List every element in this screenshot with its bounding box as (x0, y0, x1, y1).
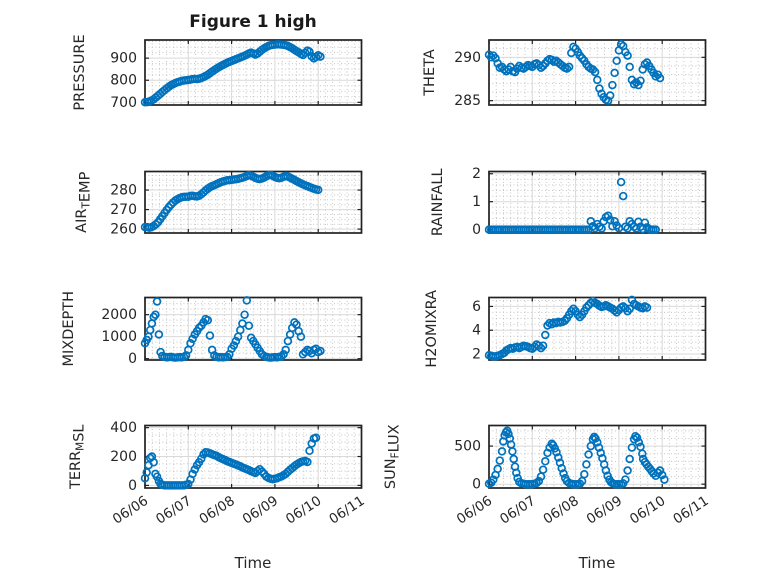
svg-text:290: 290 (454, 50, 481, 66)
svg-text:0: 0 (128, 478, 137, 494)
svg-text:2000: 2000 (101, 307, 137, 323)
major-grid (145, 171, 362, 233)
svg-text:285: 285 (454, 93, 481, 109)
svg-text:06/10: 06/10 (283, 493, 324, 528)
svg-text:0: 0 (128, 351, 137, 367)
y-tick-labels: 2 4 6 (472, 299, 481, 363)
xlabel-time-left: Time (234, 554, 272, 572)
minor-grid (145, 297, 362, 360)
subplot-sun_flux: 0 500 SUNFLUX 06/06 06/07 06/08 06/09 06/10 06/1… (383, 424, 712, 527)
svg-text:06/07: 06/07 (153, 493, 194, 528)
subplot-pressure: 700 800 900 PRESSURE (72, 34, 363, 111)
svg-text:1000: 1000 (101, 329, 137, 345)
y-axis-label: RAINFALL (430, 168, 446, 236)
svg-text:06/11: 06/11 (326, 493, 367, 528)
y-tick-labels: 0 1000 2000 (101, 307, 137, 367)
subplot-air_temp: 260 270 280 AIRTEMP (74, 170, 363, 238)
figure-title: Figure 1 high (189, 12, 317, 32)
svg-text:270: 270 (110, 202, 137, 218)
y-axis-label: AIRTEMP (74, 171, 94, 232)
svg-text:06/11: 06/11 (670, 493, 711, 528)
data-points (484, 295, 652, 361)
svg-text:06/08: 06/08 (196, 493, 237, 528)
y-axis-label: MIXDEPTH (61, 291, 77, 367)
svg-text:800: 800 (110, 73, 137, 89)
y-axis-label: SUNFLUX (383, 424, 403, 489)
axes-box (488, 39, 707, 106)
svg-text:6: 6 (472, 299, 481, 315)
y-axis-label: TERRMSL (68, 424, 88, 490)
svg-text:0: 0 (472, 222, 481, 238)
subplot-h2omixra: 2 4 6 H2OMIXRA (424, 290, 707, 368)
axes-box (488, 296, 707, 361)
svg-text:260: 260 (110, 222, 137, 238)
svg-text:06/09: 06/09 (584, 493, 625, 528)
subplot-rainfall: 0 1 2 RAINFALL (430, 166, 707, 238)
svg-text:0: 0 (472, 477, 481, 493)
svg-text:06/07: 06/07 (497, 493, 538, 528)
svg-text:06/08: 06/08 (540, 493, 581, 528)
data-points (484, 40, 665, 105)
minor-grid (489, 40, 706, 105)
svg-text:1: 1 (472, 194, 481, 210)
svg-text:200: 200 (110, 449, 137, 465)
svg-text:700: 700 (110, 95, 137, 111)
y-tick-labels: 700 800 900 (110, 51, 137, 111)
svg-text:280: 280 (110, 183, 137, 199)
svg-text:06/10: 06/10 (627, 493, 668, 528)
svg-text:400: 400 (110, 420, 137, 436)
svg-text:500: 500 (454, 439, 481, 455)
y-tick-labels: 0 500 (454, 439, 481, 493)
svg-text:2: 2 (472, 166, 481, 182)
y-tick-labels: 285 290 (454, 50, 481, 109)
y-axis-label: THETA (422, 49, 438, 97)
data-points (140, 170, 323, 232)
svg-text:06/06: 06/06 (454, 493, 495, 528)
y-tick-labels: 0 200 400 (110, 420, 137, 494)
y-axis-label: H2OMIXRA (424, 290, 440, 368)
data-points (484, 177, 660, 234)
y-tick-labels: 0 1 2 (472, 166, 481, 238)
svg-text:900: 900 (110, 51, 137, 67)
data-points (140, 40, 325, 107)
data-points (484, 426, 669, 489)
major-grid (489, 40, 706, 105)
svg-text:2: 2 (472, 347, 481, 363)
data-points (140, 296, 325, 362)
x-tick-labels: 06/06 06/07 06/08 06/09 06/10 06/11 (454, 493, 712, 528)
x-tick-labels: 06/06 06/07 06/08 06/09 06/10 06/11 (110, 493, 368, 528)
subplot-mixdepth: 0 1000 2000 MIXDEPTH (61, 291, 363, 367)
svg-text:06/06: 06/06 (110, 493, 151, 528)
y-axis-label: PRESSURE (72, 34, 88, 110)
xlabel-time-right: Time (578, 554, 616, 572)
svg-text:4: 4 (472, 323, 481, 339)
data-points (140, 433, 321, 490)
y-tick-labels: 260 270 280 (110, 183, 137, 238)
svg-text:06/09: 06/09 (240, 493, 281, 528)
subplot-theta: 285 290 THETA (422, 39, 707, 109)
